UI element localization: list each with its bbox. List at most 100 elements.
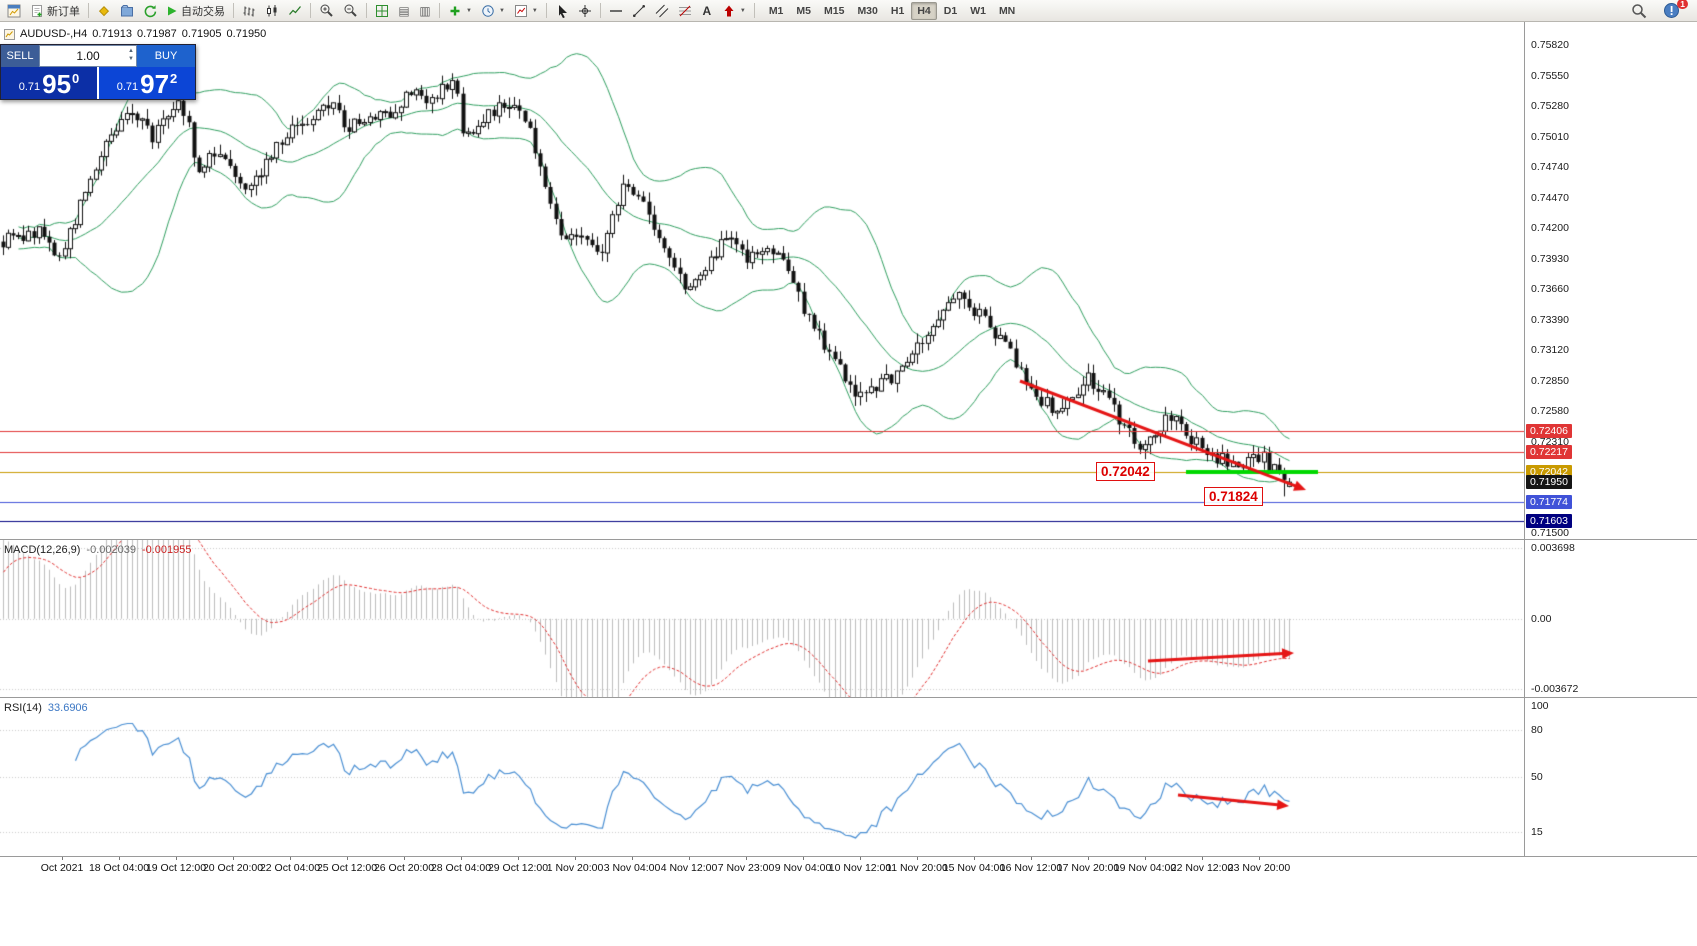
timeframe-m30[interactable]: M30 [857,4,878,17]
volume-stepper[interactable]: ▲ ▼ [128,47,134,63]
arrows-tool[interactable]: ▼ [718,1,750,21]
time-label: 28 Oct 04:00 [430,862,492,874]
candles-icon [267,4,277,16]
time-tick [689,857,690,860]
indicator-list-icon [514,4,527,17]
crosshair-tool-button[interactable] [574,1,596,21]
time-tick [404,857,405,860]
notification-button[interactable]: 1 [1659,0,1688,21]
time-label: 10 Nov 12:00 [828,862,892,874]
timeframe-w1[interactable]: W1 [970,4,986,17]
new-order-icon [32,4,42,17]
toolbar: 新订单 自动交易 ▤ ▥ ▼ ▼ ▼ [0,0,1697,22]
zoom-out-icon [344,4,357,17]
buy-button[interactable]: BUY [137,45,195,67]
timeframe-d1[interactable]: D1 [943,4,958,17]
new-order-button[interactable]: 新订单 [26,1,84,21]
time-label: 25 Oct 12:00 [316,862,378,874]
cursor-tool-button[interactable] [551,1,573,21]
timeframe-h1[interactable]: H1 [890,4,905,17]
ask-price-button[interactable]: 0.71 97 2 [99,67,195,99]
search-button[interactable] [1627,1,1651,21]
tile-windows-button[interactable] [371,1,393,21]
macd-label: MACD(12,26,9) -0.002039 -0.001955 [4,544,192,556]
time-label: 15 Nov 04:00 [942,862,1006,874]
zoom-out-button[interactable] [339,1,362,21]
rsi-scale-label: 80 [1531,723,1543,736]
autotrading-button[interactable]: 自动交易 [162,1,229,21]
toolbar-separator [233,3,234,18]
line-chart-icon[interactable] [284,1,306,21]
candlestick-chart-icon[interactable] [261,1,283,21]
arrange-windows-icon: ▥ [419,3,431,18]
fibonacci-icon [678,5,691,16]
price-annotation[interactable]: 0.72042 [1096,462,1155,481]
macd-value: -0.002039 [86,544,136,556]
sell-button[interactable]: SELL [1,45,39,67]
ohlc-open: 0.71913 [92,28,132,40]
timeframe-m1[interactable]: M1 [768,4,784,17]
price-line-tag: 0.72406 [1526,423,1572,438]
bid-pip-digit: 0 [72,71,80,86]
timeframe-m15[interactable]: M15 [824,4,845,17]
cascade-windows-button[interactable]: ▤ [394,1,414,21]
time-label: 19 Oct 12:00 [145,862,207,874]
profile-icon[interactable] [116,1,138,21]
bar-chart-icon[interactable] [238,1,260,21]
time-label: 1 Nov 20:00 [546,862,604,874]
bid-price-button[interactable]: 0.71 95 0 [1,67,97,99]
time-tick [860,857,861,860]
time-label: 4 Nov 12:00 [660,862,718,874]
symbol-chart-icon [4,28,15,40]
time-axis[interactable]: Oct 2021 18 Oct 04:00 19 Oct 12:00 20 Oct 2… [0,856,1697,880]
trendline-icon [632,4,645,17]
timeframe-h4[interactable]: H4 [911,1,937,20]
ohlc-close: 0.71950 [226,28,267,40]
channel-tool[interactable] [651,1,673,21]
arrange-windows-button[interactable]: ▥ [415,1,435,21]
rsi-scale-label: 50 [1531,771,1543,783]
price-tick-label: 0.75820 [1531,39,1569,52]
fibonacci-tool[interactable] [674,1,696,21]
chart-window-icon[interactable] [3,1,25,21]
period-selector-button[interactable]: ▼ [477,1,509,21]
volume-field[interactable]: 1.00 ▲ ▼ [39,45,137,67]
macd-canvas[interactable] [0,540,1524,697]
main-chart-canvas[interactable] [0,22,1524,539]
zoom-in-button[interactable] [315,1,338,21]
clock-icon [482,4,494,17]
toolbar-separator [753,3,755,18]
arrow-marker-icon [724,5,734,16]
refresh-icon[interactable] [139,1,161,21]
timeframe-mn[interactable]: MN [998,4,1016,17]
bid-prefix: 0.71 [18,81,41,93]
toolbar-separator [439,3,440,18]
price-axis[interactable]: 0.75820 0.75550 0.75280 0.75010 0.74740 0.744… [1524,22,1697,856]
indicators-button[interactable]: ▼ [510,1,542,21]
text-tool[interactable]: A [697,1,717,21]
time-tick [632,857,633,860]
new-chart-button[interactable]: ▼ [444,1,476,21]
timeframe-m5[interactable]: M5 [796,4,811,17]
cascade-windows-icon: ▤ [398,3,410,18]
channel-icon [655,4,669,17]
ohlc-bars-icon [243,6,255,16]
time-label: 22 Nov 12:00 [1170,862,1234,874]
time-tick [575,857,576,860]
trendline-tool[interactable] [628,1,650,21]
price-tick-label: 0.71500 [1531,527,1569,539]
autotrading-play-icon [168,6,177,15]
price-annotation[interactable]: 0.71824 [1204,487,1263,506]
price-tick-label: 0.73120 [1531,344,1569,357]
template-diamond-icon [98,5,110,16]
template-icon[interactable] [93,1,115,21]
ohlc-low: 0.71905 [181,28,222,40]
rsi-canvas[interactable] [0,698,1524,856]
horizontal-line-tool[interactable] [605,1,627,21]
time-label: 11 Nov 20:00 [886,862,948,874]
price-line-tag: 0.72217 [1526,445,1572,460]
price-tick-label: 0.75280 [1531,100,1569,113]
rsi-panel: RSI(14) 33.6906 [0,697,1697,856]
notification-icon [1664,3,1679,18]
time-tick [176,857,177,860]
